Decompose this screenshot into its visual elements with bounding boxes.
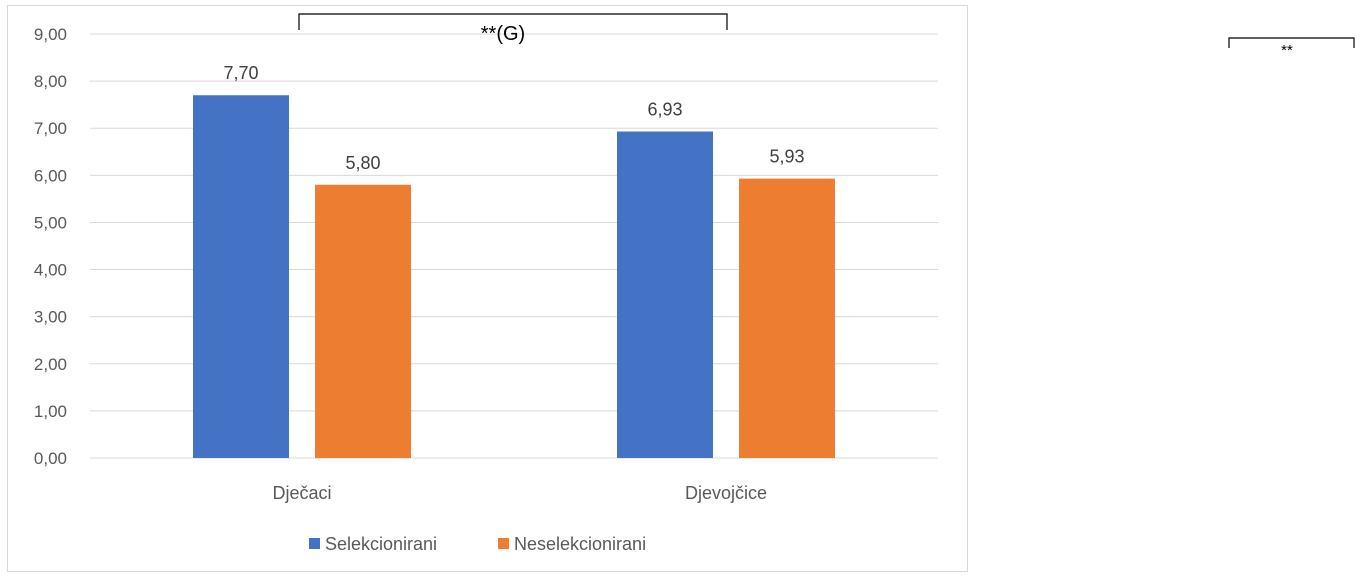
- legend-layer: Selekcionirani Neselekcionirani: [309, 534, 646, 554]
- legend-label: Neselekcionirani: [514, 534, 646, 554]
- y-tick-label: 6,00: [34, 166, 67, 185]
- bar-0-1: [617, 131, 713, 458]
- y-tick-label: 8,00: [34, 72, 67, 91]
- y-tick-label: 3,00: [34, 308, 67, 327]
- y-tick-label: 0,00: [34, 449, 67, 468]
- data-label: 5,80: [345, 153, 380, 173]
- legend-swatch: [498, 538, 509, 549]
- bar-0-0: [193, 95, 289, 458]
- annot-layer: **(G) **: [298, 13, 1355, 59]
- label-layer: 0,00 1,00 2,00 3,00 4,00 5,00 6,00 7,00 8,00 9,00…: [34, 25, 805, 503]
- data-label: 6,93: [647, 100, 682, 120]
- x-tick-label: Djevojčice: [685, 483, 767, 503]
- bar-1-1: [739, 178, 835, 458]
- significance-label-2: **: [1281, 42, 1293, 59]
- bar-layer: [193, 95, 835, 458]
- legend-swatch: [309, 538, 320, 549]
- y-tick-label: 9,00: [34, 25, 67, 44]
- y-tick-label: 2,00: [34, 355, 67, 374]
- data-label: 7,70: [223, 63, 258, 83]
- legend-label: Selekcionirani: [325, 534, 437, 554]
- y-tick-label: 1,00: [34, 402, 67, 421]
- y-tick-label: 7,00: [34, 119, 67, 138]
- y-tick-label: 4,00: [34, 261, 67, 280]
- significance-bracket: [298, 13, 728, 30]
- significance-bracket-2: [1228, 37, 1355, 48]
- bar-1-0: [315, 184, 411, 458]
- significance-label: **(G): [481, 23, 525, 45]
- y-tick-label: 5,00: [34, 213, 67, 232]
- x-tick-label: Dječaci: [272, 483, 331, 503]
- data-label: 5,93: [769, 147, 804, 167]
